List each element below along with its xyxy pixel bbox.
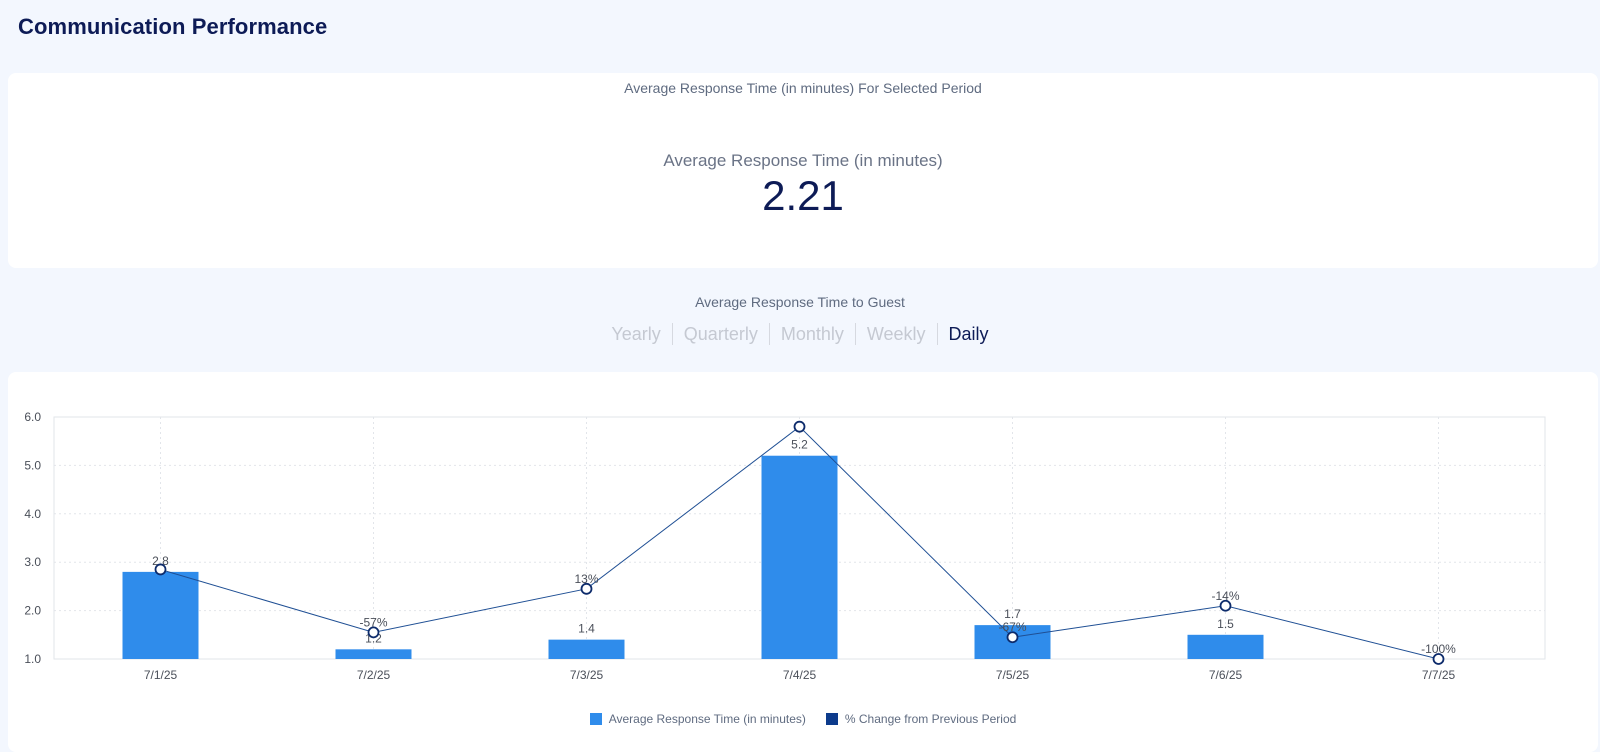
page-title: Communication Performance xyxy=(18,14,328,39)
legend-swatch-bar xyxy=(589,713,602,725)
legend-swatch-line xyxy=(825,713,838,725)
line-point-marker xyxy=(580,582,593,595)
tab-quarterly[interactable]: Quarterly xyxy=(683,324,758,344)
bar-value-label: 1.4 xyxy=(578,622,595,636)
summary-card-subtitle: Average Response Time (in minutes) For S… xyxy=(624,80,982,96)
x-tick-label: 7/4/25 xyxy=(783,668,817,682)
y-tick-label: 1.0 xyxy=(24,652,41,666)
chart-card: 6.0 5.0 4.0 3.0 2.0 1.0 7/1/25 7/2/25 7/3/25 7/4/… xyxy=(8,372,1598,752)
tab-divider xyxy=(936,323,938,345)
bar-value-label: 1.7 xyxy=(1004,607,1021,621)
line-point-label: -57% xyxy=(359,615,387,629)
line-point-label: 13% xyxy=(574,572,598,586)
legend-label-bars: Average Response Time (in minutes) xyxy=(608,712,806,726)
line-point-marker xyxy=(1006,631,1019,644)
x-tick-label: 7/3/25 xyxy=(570,668,604,682)
tab-divider xyxy=(768,323,770,345)
x-tick-label: 7/5/25 xyxy=(996,668,1030,682)
bar xyxy=(548,639,625,659)
line-point-marker xyxy=(154,563,167,576)
legend-item-bars[interactable]: Average Response Time (in minutes) xyxy=(589,712,806,726)
tab-monthly[interactable]: Monthly xyxy=(780,324,844,344)
y-tick-label: 2.0 xyxy=(24,604,41,618)
y-tick-label: 6.0 xyxy=(24,410,41,424)
line-point-label: -67% xyxy=(998,620,1026,634)
bar-value-label: 5.2 xyxy=(791,438,808,452)
bar-value-label: 1.5 xyxy=(1217,617,1234,631)
period-tabs: Yearly Quarterly Monthly Weekly Daily xyxy=(0,322,1600,346)
bar xyxy=(761,455,838,659)
x-tick-label: 7/7/25 xyxy=(1422,668,1456,682)
y-tick-label: 5.0 xyxy=(24,458,41,472)
metric-value: 2.21 xyxy=(762,172,844,219)
bar xyxy=(335,649,412,659)
metric-label: Average Response Time (in minutes) xyxy=(663,151,943,170)
bar xyxy=(1187,634,1264,659)
tab-yearly[interactable]: Yearly xyxy=(611,324,661,344)
line-point-marker xyxy=(1219,599,1232,612)
line-point-label: -14% xyxy=(1211,589,1239,603)
line-point-marker xyxy=(367,626,380,639)
tab-daily[interactable]: Daily xyxy=(948,324,989,344)
line-point-label: -100% xyxy=(1421,642,1456,656)
legend-item-line[interactable]: % Change from Previous Period xyxy=(825,712,1017,726)
y-tick-label: 4.0 xyxy=(24,507,41,521)
summary-card: Average Response Time (in minutes) For S… xyxy=(8,73,1598,268)
bar-value-label: 2.8 xyxy=(152,554,169,568)
tab-weekly[interactable]: Weekly xyxy=(866,324,926,344)
x-tick-label: 7/2/25 xyxy=(357,668,391,682)
tab-divider xyxy=(671,323,673,345)
legend-label-line: % Change from Previous Period xyxy=(844,712,1017,726)
y-tick-label: 3.0 xyxy=(24,555,41,569)
tab-divider xyxy=(854,323,856,345)
bar xyxy=(122,571,199,659)
x-tick-label: 7/6/25 xyxy=(1209,668,1243,682)
line-point-marker xyxy=(793,420,806,433)
chart-section-title: Average Response Time to Guest xyxy=(695,294,905,310)
line-point-marker xyxy=(1432,653,1445,665)
response-time-chart: 6.0 5.0 4.0 3.0 2.0 1.0 7/1/25 7/2/25 7/3/25 7/4/… xyxy=(24,410,1546,682)
chart-legend: Average Response Time (in minutes) % Cha… xyxy=(8,712,1598,726)
x-tick-label: 7/1/25 xyxy=(144,668,178,682)
